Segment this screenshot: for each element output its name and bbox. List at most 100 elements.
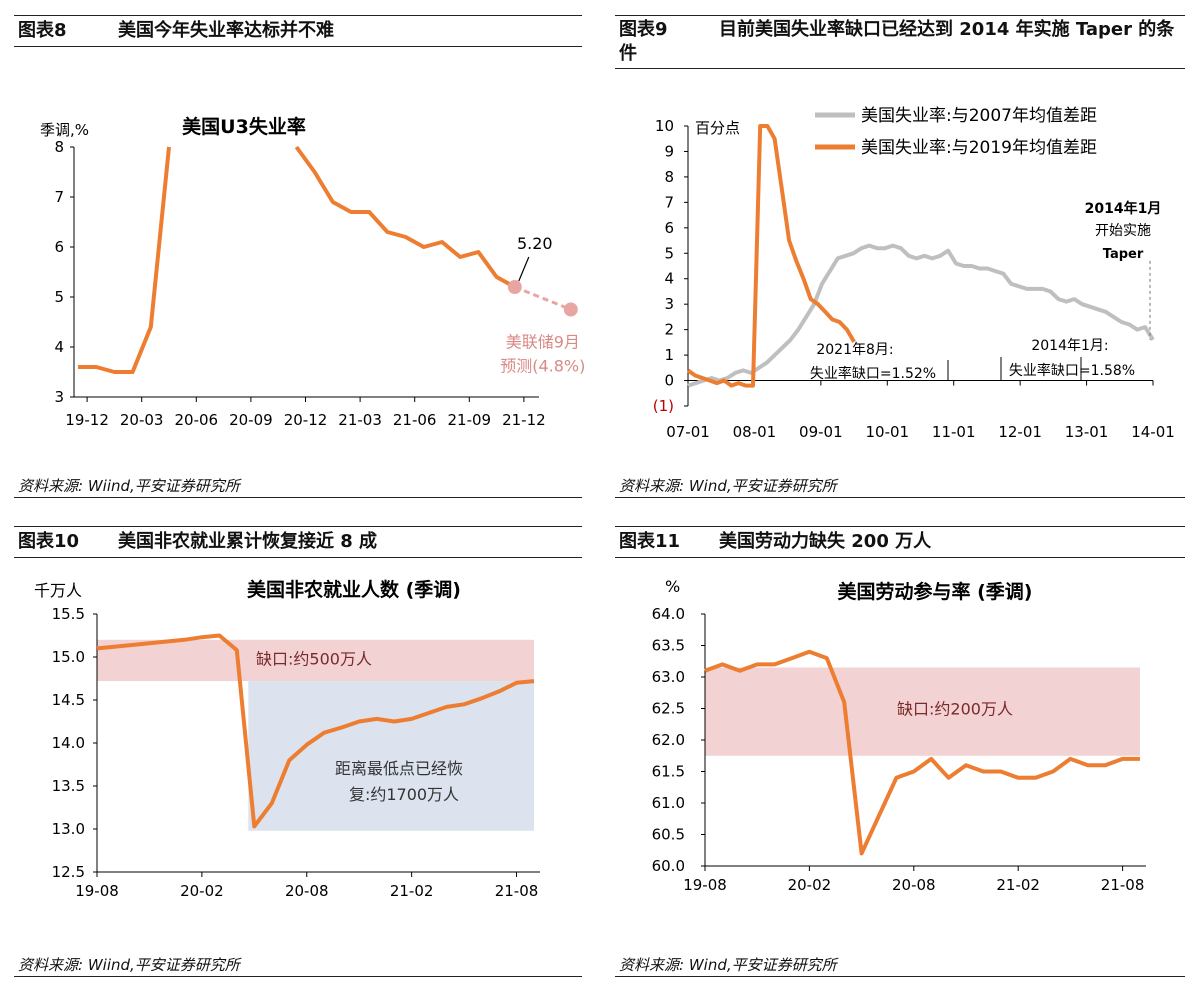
panel-header: 图表8 美国今年失业率达标并不难 bbox=[14, 15, 582, 47]
gap-band bbox=[97, 639, 534, 682]
series-line bbox=[78, 146, 171, 374]
panel-header: 图表11 美国劳动力缺失 200 万人 bbox=[615, 526, 1185, 558]
y-tick-label: 12.5 bbox=[52, 863, 85, 881]
y-tick-label: 5 bbox=[664, 244, 674, 262]
x-tick-label: 20-02 bbox=[180, 882, 224, 900]
y-tick-label: 7 bbox=[664, 193, 674, 211]
x-tick-label: 08-01 bbox=[733, 423, 777, 441]
x-tick-label: 20-09 bbox=[229, 411, 273, 429]
figure-title: 美国今年失业率达标并不难 bbox=[118, 20, 334, 41]
chart-title: 美国U3失业率 bbox=[182, 115, 306, 138]
annotation-2014: Taper bbox=[1103, 247, 1144, 262]
y-tick-label: 10 bbox=[655, 117, 674, 135]
x-tick-label: 21-08 bbox=[495, 882, 539, 900]
y-tick-label: 13.0 bbox=[52, 820, 85, 838]
figure-title: 目前美国失业率缺口已经达到 2014 年实施 Taper 的条件 bbox=[619, 19, 1175, 64]
figure-number: 图表9 bbox=[619, 19, 668, 40]
source-note: 资料来源: Wind,平安证券研究所 bbox=[615, 954, 1185, 977]
annotation-gap-2021: 2021年8月: bbox=[816, 342, 893, 358]
y-tick-label: 6 bbox=[54, 238, 64, 256]
chart-title: 美国非农就业人数 (季调) bbox=[247, 578, 461, 601]
y-tick-label: 60.5 bbox=[652, 826, 685, 844]
gap-label: 缺口:约500万人 bbox=[256, 649, 372, 668]
current-point bbox=[507, 280, 522, 294]
source-note: 资料来源: Wiind,平安证券研究所 bbox=[14, 954, 582, 977]
x-tick-label: 21-06 bbox=[393, 411, 437, 429]
y-tick-label: 60.0 bbox=[652, 857, 685, 875]
y-tick-label: 13.5 bbox=[52, 777, 85, 795]
panel-header: 图表10 美国非农就业累计恢复接近 8 成 bbox=[14, 526, 582, 558]
forecast-point bbox=[563, 302, 578, 317]
value-label: 5.20 bbox=[517, 234, 553, 253]
x-tick-label: 12-01 bbox=[998, 423, 1042, 441]
chart-unemployment-u3: 美国U3失业率 季调,% 3 4 5 6 7 8 19-12 20-03 20-06 20-09 20-… bbox=[40, 115, 585, 429]
x-tick-label: 20-03 bbox=[120, 411, 164, 429]
panel-figure-9: 图表9 目前美国失业率缺口已经达到 2014 年实施 Taper 的条件 (1) 0… bbox=[615, 15, 1185, 500]
x-tick-label: 20-08 bbox=[892, 876, 936, 894]
x-tick-label: 19-12 bbox=[65, 411, 109, 429]
chart-unemployment-gap: (1) 0 1 2 3 4 5 6 7 8 9 10 百分点 07-01 08-01 09-01 10-01 11… bbox=[653, 106, 1175, 441]
y-tick-label: 15.0 bbox=[52, 648, 85, 666]
annotation-2014: 2014年1月 bbox=[1085, 200, 1162, 217]
figure-number: 图表10 bbox=[18, 531, 80, 552]
x-tick-label: 20-02 bbox=[788, 876, 832, 894]
callout-line bbox=[518, 256, 530, 282]
y-tick-label: 61.5 bbox=[652, 763, 685, 781]
y-axis-label: 百分点 bbox=[695, 119, 740, 137]
y-tick-label: (1) bbox=[653, 397, 674, 415]
figure-title: 美国劳动力缺失 200 万人 bbox=[719, 531, 932, 552]
y-tick-label: 14.5 bbox=[52, 691, 85, 709]
chart-labor-participation: 美国劳动参与率 (季调)% 60.0 60.5 61.0 61.5 62.0 62.5 63.… bbox=[652, 577, 1146, 894]
chart-nonfarm-payrolls: 美国非农就业人数 (季调) 千万人 12.5 13.0 13.5 14.0 14.5 15.0… bbox=[34, 578, 540, 900]
panel-figure-11: 图表11 美国劳动力缺失 200 万人 美国劳动参与率 (季调)% 60.0 60.5… bbox=[615, 526, 1185, 981]
x-tick-label: 21-09 bbox=[448, 411, 492, 429]
x-tick-label: 10-01 bbox=[865, 423, 909, 441]
y-tick-label: 15.5 bbox=[52, 605, 85, 623]
x-tick-label: 21-12 bbox=[502, 411, 546, 429]
y-tick-label: 64.0 bbox=[652, 605, 685, 623]
y-tick-label: 4 bbox=[664, 270, 674, 288]
x-tick-label: 21-08 bbox=[1101, 876, 1145, 894]
source-note: 资料来源: Wind,平安证券研究所 bbox=[615, 475, 1185, 498]
panel-header: 图表9 目前美国失业率缺口已经达到 2014 年实施 Taper 的条件 bbox=[615, 15, 1185, 69]
x-tick-label: 19-08 bbox=[75, 882, 119, 900]
y-tick-label: 4 bbox=[54, 338, 64, 356]
annotation-2014: 开始实施 bbox=[1095, 223, 1151, 239]
series-line-2019 bbox=[686, 124, 856, 388]
figure-title: 美国非农就业累计恢复接近 8 成 bbox=[118, 531, 378, 552]
y-axis-label: 千万人 bbox=[34, 581, 82, 600]
source-note: 资料来源: Wiind,平安证券研究所 bbox=[14, 475, 582, 498]
figure-number: 图表11 bbox=[619, 531, 681, 552]
panel-figure-10: 图表10 美国非农就业累计恢复接近 8 成 美国非农就业人数 (季调) 千万人 12.… bbox=[14, 526, 582, 981]
y-tick-label: 8 bbox=[54, 138, 64, 156]
y-axis-label: 季调,% bbox=[40, 121, 89, 139]
y-tick-label: 2 bbox=[664, 321, 674, 339]
annotation-gap-2021: 失业率缺口=1.52% bbox=[810, 365, 936, 382]
y-tick-label: 14.0 bbox=[52, 734, 85, 752]
x-tick-label: 19-08 bbox=[683, 876, 727, 894]
x-tick-label: 21-02 bbox=[390, 882, 434, 900]
x-tick-label: 07-01 bbox=[666, 423, 710, 441]
x-tick-label: 20-06 bbox=[175, 411, 219, 429]
y-tick-label: 6 bbox=[664, 219, 674, 237]
series-line bbox=[704, 649, 1140, 856]
series-line-2007 bbox=[687, 243, 1155, 388]
x-tick-label: 20-12 bbox=[284, 411, 328, 429]
y-tick-label: 5 bbox=[54, 288, 64, 306]
y-tick-label: 7 bbox=[54, 188, 64, 206]
y-tick-label: 3 bbox=[54, 388, 64, 406]
forecast-line bbox=[514, 285, 572, 311]
recovery-label: 复:约1700万人 bbox=[349, 785, 459, 804]
y-tick-label: 0 bbox=[664, 372, 674, 390]
legend-label: 美国失业率:与2007年均值差距 bbox=[861, 106, 1097, 126]
y-tick-label: 62.5 bbox=[652, 700, 685, 718]
recovery-label: 距离最低点已经恢 bbox=[335, 759, 463, 778]
x-tick-label: 20-08 bbox=[285, 882, 329, 900]
series-line bbox=[96, 633, 535, 829]
y-tick-label: 1 bbox=[664, 346, 674, 364]
x-tick-label: 13-01 bbox=[1065, 423, 1109, 441]
x-tick-label: 11-01 bbox=[932, 423, 976, 441]
y-tick-label: 63.5 bbox=[652, 637, 685, 655]
y-tick-label: 62.0 bbox=[652, 731, 685, 749]
y-tick-label: 9 bbox=[664, 142, 674, 160]
